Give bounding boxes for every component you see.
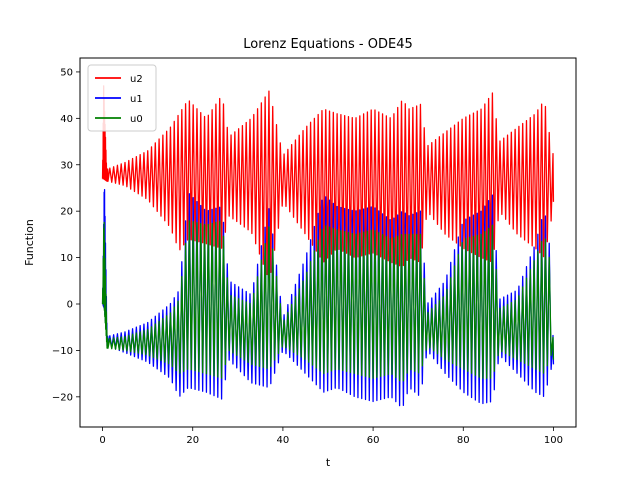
legend-label-u2: u2 — [130, 74, 143, 85]
plot-frame — [79, 57, 577, 428]
x-axis-label: t — [326, 456, 331, 469]
y-tick-label: −20 — [52, 392, 73, 403]
legend-box — [87, 64, 157, 132]
x-tick-label: 0 — [99, 435, 105, 446]
x-axis: 0 20 40 60 80 100 — [99, 427, 563, 446]
legend-label-u0: u0 — [130, 114, 143, 125]
y-tick-label: 20 — [60, 207, 73, 218]
x-tick-label: 60 — [367, 435, 380, 446]
y-tick-label: 30 — [60, 160, 73, 171]
x-tick-label: 20 — [186, 435, 199, 446]
y-tick-label: 10 — [60, 253, 73, 264]
y-tick-label: 0 — [67, 300, 73, 311]
legend: u2 u1 u0 — [87, 64, 157, 132]
legend-label-u1: u1 — [130, 94, 143, 105]
y-tick-label: 50 — [60, 67, 73, 78]
series-line-u2 — [101, 85, 555, 276]
chart-title: Lorenz Equations - ODE45 — [243, 37, 413, 52]
y-axis: −20 −10 0 10 20 30 40 50 — [52, 67, 80, 403]
series-layer — [101, 85, 555, 407]
x-tick-label: 100 — [544, 435, 563, 446]
x-tick-label: 40 — [277, 435, 290, 446]
y-tick-label: 40 — [60, 114, 73, 125]
y-tick-label: −10 — [52, 346, 73, 357]
series-line-u0 — [101, 220, 555, 382]
x-tick-label: 80 — [457, 435, 470, 446]
y-axis-label: Function — [23, 219, 36, 266]
